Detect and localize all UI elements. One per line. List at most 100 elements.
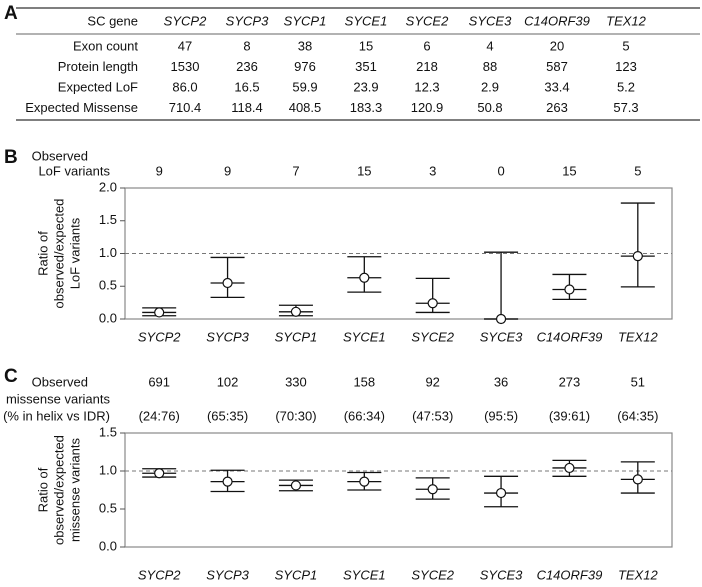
annotation-value: 273: [559, 374, 581, 389]
annotation-value: 0: [497, 163, 504, 178]
table-header: SYCP3: [226, 13, 269, 28]
point: [290, 306, 302, 317]
x-tick-label: SYCP3: [206, 329, 249, 344]
y-axis-label: observed/expected: [51, 435, 66, 545]
y-tick-label: 2.0: [99, 179, 117, 194]
table-cell: 2.9: [481, 79, 499, 94]
point: [564, 462, 575, 474]
annotation-value: 5: [634, 163, 641, 178]
x-tick-label: SYCP3: [206, 567, 249, 582]
y-axis-label: Ratio of: [35, 467, 50, 512]
y-tick-label: 1.0: [99, 462, 117, 477]
table-cell: 15: [359, 38, 373, 53]
table-cell: 123: [615, 59, 637, 74]
annotation-value: 158: [353, 374, 375, 389]
y-axis-label: missense variants: [67, 437, 82, 542]
table-cell: 20: [550, 38, 564, 53]
table-cell: 5.2: [617, 79, 635, 94]
annotation-value: 7: [292, 163, 299, 178]
point: [154, 307, 165, 318]
point: [154, 468, 165, 479]
table-cell: 263: [546, 100, 568, 115]
y-tick-label: 1.0: [99, 245, 117, 260]
annotation-sublabel: (24:76): [139, 408, 180, 423]
point: [495, 487, 507, 499]
point: [632, 251, 643, 262]
table-header: SYCE3: [469, 13, 512, 28]
table-cell: 6: [423, 38, 430, 53]
point: [564, 284, 575, 295]
x-tick-label: SYCE3: [480, 329, 523, 344]
x-tick-label: SYCP1: [275, 567, 318, 582]
table-cell: 710.4: [169, 100, 202, 115]
annotation-value: 15: [357, 163, 371, 178]
x-tick-label: SYCE1: [343, 567, 386, 582]
y-tick-label: 1.5: [99, 212, 117, 227]
x-tick-label: TEX12: [618, 567, 659, 582]
point: [290, 480, 302, 491]
table-cell: 23.9: [353, 79, 378, 94]
table-cell: Expected LoF: [58, 79, 138, 94]
panel-label: C: [4, 366, 18, 387]
x-tick-label: SYCE1: [343, 329, 386, 344]
x-tick-label: SYCP2: [138, 329, 181, 344]
table-header: TEX12: [606, 13, 647, 28]
table-cell: 351: [355, 59, 377, 74]
y-axis-label: observed/expected: [51, 199, 66, 309]
annotation-label: Observed: [32, 148, 88, 163]
table-cell: 59.9: [292, 79, 317, 94]
annotation-value: 51: [631, 374, 645, 389]
table-cell: 218: [416, 59, 438, 74]
table-cell: 183.3: [350, 100, 383, 115]
annotation-value: 691: [148, 374, 170, 389]
table-cell: 408.5: [289, 100, 322, 115]
y-tick-label: 1.5: [99, 424, 117, 439]
point: [222, 277, 233, 289]
panel-label: A: [4, 3, 18, 24]
point: [427, 298, 438, 309]
x-tick-label: C14ORF39: [537, 329, 603, 344]
annotation-label: Observed: [32, 374, 88, 389]
table-cell: 5: [622, 38, 629, 53]
x-tick-label: SYCE2: [411, 329, 454, 344]
table-cell: Protein length: [58, 59, 138, 74]
annotation-value: 3: [429, 163, 436, 178]
annotation-value: 36: [494, 374, 508, 389]
table-cell: 120.9: [411, 100, 444, 115]
annotation-value: 9: [224, 163, 231, 178]
table-cell: 16.5: [234, 79, 259, 94]
table-cell: 12.3: [414, 79, 439, 94]
y-tick-label: 0.0: [99, 538, 117, 553]
point: [359, 272, 370, 283]
y-axis-label: LoF variants: [67, 217, 82, 289]
table-cell: 57.3: [613, 100, 638, 115]
table-header: SYCE2: [406, 13, 449, 28]
annotation-sublabel: (70:30): [275, 408, 316, 423]
table-cell: 587: [546, 59, 568, 74]
table-cell: 4: [486, 38, 493, 53]
table-cell: 33.4: [544, 79, 569, 94]
annotation-sublabel: (47:53): [412, 408, 453, 423]
table-header: C14ORF39: [524, 13, 590, 28]
point: [359, 476, 370, 487]
table-cell: 47: [178, 38, 192, 53]
annotation-label: (% in helix vs IDR): [3, 408, 110, 423]
x-tick-label: SYCP2: [138, 567, 181, 582]
y-tick-label: 0.5: [99, 278, 117, 293]
annotation-value: 330: [285, 374, 307, 389]
table-header: SYCP1: [284, 13, 327, 28]
table-cell: Expected Missense: [25, 100, 138, 115]
annotation-value: 92: [425, 374, 439, 389]
table-cell: 38: [298, 38, 312, 53]
y-tick-label: 0.0: [99, 310, 117, 325]
x-tick-label: SYCE2: [411, 567, 454, 582]
table-cell: 118.4: [231, 100, 263, 115]
annotation-sublabel: (95:5): [484, 408, 518, 423]
table-cell: 88: [483, 59, 497, 74]
table-cell: 976: [294, 59, 316, 74]
point: [632, 474, 643, 485]
annotation-value: 9: [156, 163, 163, 178]
table-cell: Exon count: [73, 38, 138, 53]
table-header: SC gene: [87, 13, 138, 28]
annotation-sublabel: (66:34): [344, 408, 385, 423]
